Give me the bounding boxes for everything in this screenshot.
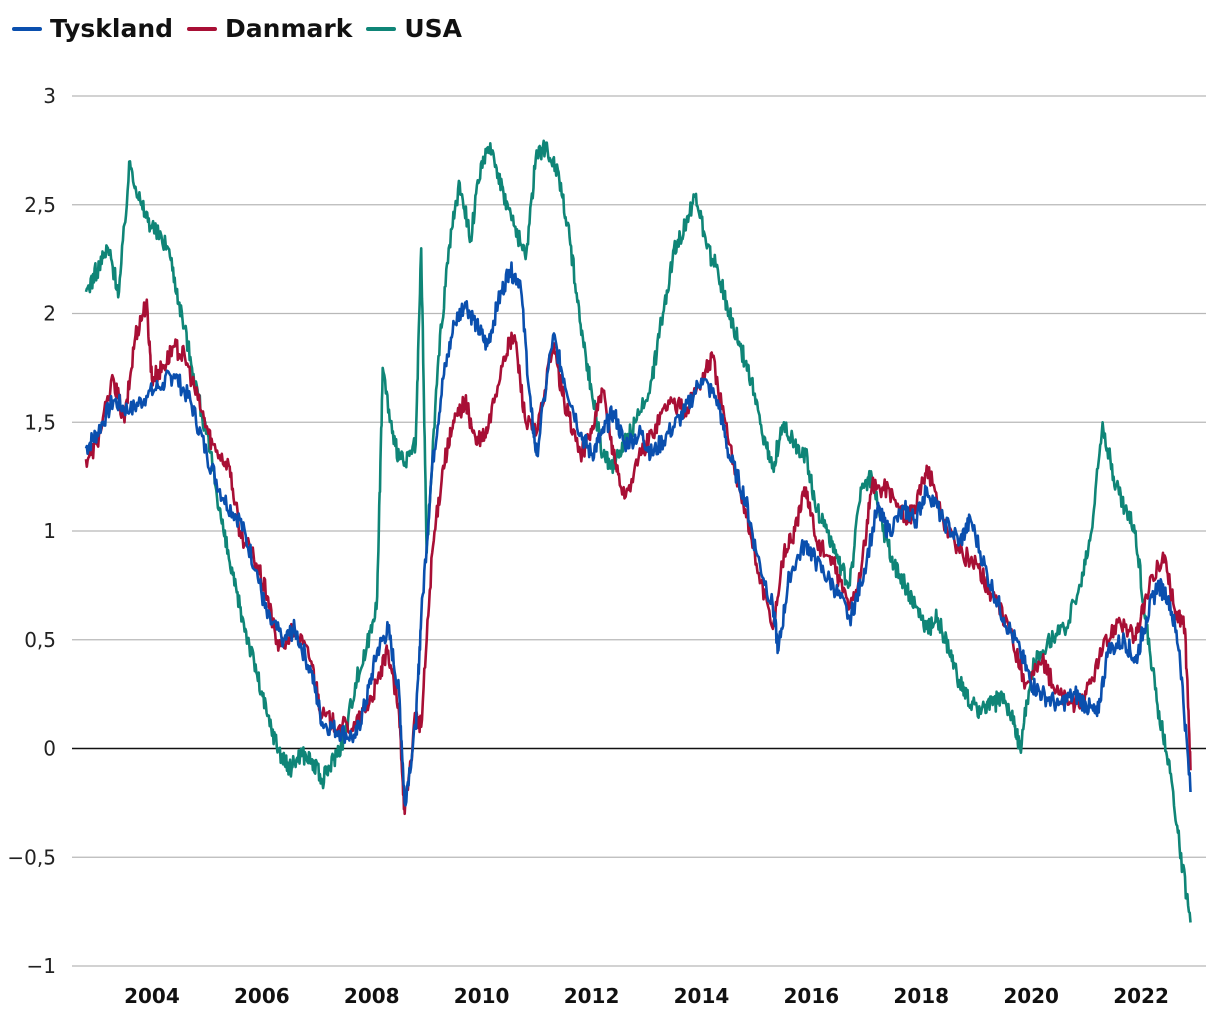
x-tick-label: 2012 [564, 984, 620, 1008]
x-tick-label: 2020 [1003, 984, 1059, 1008]
series-line-danmark [84, 298, 1192, 816]
y-tick-label: −0,5 [7, 845, 56, 869]
y-tick-label: 1 [43, 519, 56, 543]
y-tick-label: 0,5 [24, 628, 56, 652]
y-tick-label: 2,5 [24, 193, 56, 217]
y-tick-label: 3 [43, 84, 56, 108]
legend-item-tyskland[interactable]: Tyskland [12, 14, 173, 43]
legend-swatch-danmark [187, 26, 218, 31]
x-tick-label: 2010 [454, 984, 510, 1008]
series-lines [84, 139, 1192, 923]
x-tick-label: 2008 [344, 984, 400, 1008]
x-tick-label: 2004 [124, 984, 180, 1008]
y-tick-label: −1 [27, 954, 56, 978]
legend-swatch-usa [366, 26, 397, 31]
x-axis-ticks: 2004 2006 2008 2010 2012 2014 2016 2018 2020 2022 [124, 984, 1169, 1008]
x-tick-label: 2014 [674, 984, 730, 1008]
legend-item-usa[interactable]: USA [366, 14, 462, 43]
y-tick-label: 2 [43, 302, 56, 326]
x-tick-label: 2022 [1113, 984, 1169, 1008]
legend-item-danmark[interactable]: Danmark [187, 14, 352, 43]
x-tick-label: 2018 [893, 984, 949, 1008]
x-tick-label: 2016 [784, 984, 840, 1008]
y-tick-label: 0 [43, 737, 56, 761]
legend-swatch-tyskland [12, 26, 42, 31]
gridlines [72, 95, 1206, 967]
y-axis-ticks: 3 2,5 2 1,5 1 0,5 0 −0,5 −1 [7, 84, 56, 978]
legend-label-danmark: Danmark [225, 14, 353, 43]
legend-label-usa: USA [404, 14, 462, 43]
series-line-usa [84, 139, 1192, 923]
x-tick-label: 2006 [234, 984, 290, 1008]
y-tick-label: 1,5 [24, 410, 56, 434]
series-line-tyskland [84, 261, 1192, 807]
legend-label-tyskland: Tyskland [50, 14, 174, 43]
chart-legend: Tyskland Danmark USA [12, 14, 462, 43]
